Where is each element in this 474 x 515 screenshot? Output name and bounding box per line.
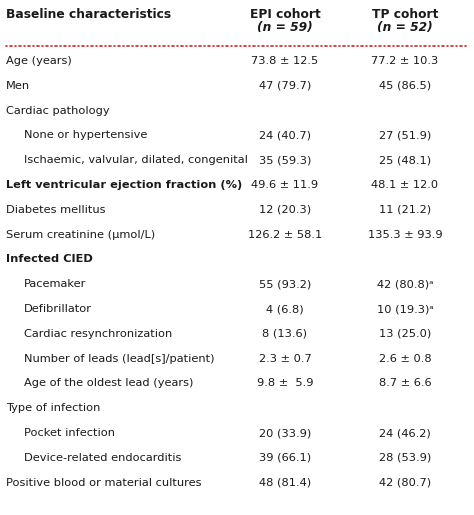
Text: Positive blood or material cultures: Positive blood or material cultures bbox=[6, 477, 201, 488]
Text: TP cohort: TP cohort bbox=[372, 8, 438, 21]
Text: Baseline characteristics: Baseline characteristics bbox=[6, 8, 171, 21]
Text: Left ventricular ejection fraction (%): Left ventricular ejection fraction (%) bbox=[6, 180, 242, 190]
Text: Pocket infection: Pocket infection bbox=[24, 428, 115, 438]
Text: 2.3 ± 0.7: 2.3 ± 0.7 bbox=[259, 354, 311, 364]
Text: 39 (66.1): 39 (66.1) bbox=[259, 453, 311, 463]
Text: Defibrillator: Defibrillator bbox=[24, 304, 92, 314]
Text: 13 (25.0): 13 (25.0) bbox=[379, 329, 431, 339]
Text: Number of leads (lead[s]/patient): Number of leads (lead[s]/patient) bbox=[24, 354, 215, 364]
Text: 12 (20.3): 12 (20.3) bbox=[259, 205, 311, 215]
Text: (n = 52): (n = 52) bbox=[377, 21, 433, 34]
Text: 135.3 ± 93.9: 135.3 ± 93.9 bbox=[368, 230, 442, 239]
Text: 10 (19.3)ᵃ: 10 (19.3)ᵃ bbox=[377, 304, 433, 314]
Text: 24 (46.2): 24 (46.2) bbox=[379, 428, 431, 438]
Text: 73.8 ± 12.5: 73.8 ± 12.5 bbox=[251, 56, 319, 66]
Text: Diabetes mellitus: Diabetes mellitus bbox=[6, 205, 106, 215]
Text: Infected CIED: Infected CIED bbox=[6, 254, 93, 264]
Text: Type of infection: Type of infection bbox=[6, 403, 100, 413]
Text: 9.8 ±  5.9: 9.8 ± 5.9 bbox=[257, 379, 313, 388]
Text: 24 (40.7): 24 (40.7) bbox=[259, 130, 311, 141]
Text: Cardiac pathology: Cardiac pathology bbox=[6, 106, 109, 115]
Text: 55 (93.2): 55 (93.2) bbox=[259, 279, 311, 289]
Text: 77.2 ± 10.3: 77.2 ± 10.3 bbox=[371, 56, 438, 66]
Text: (n = 59): (n = 59) bbox=[257, 21, 313, 34]
Text: 11 (21.2): 11 (21.2) bbox=[379, 205, 431, 215]
Text: 126.2 ± 58.1: 126.2 ± 58.1 bbox=[248, 230, 322, 239]
Text: 4 (6.8): 4 (6.8) bbox=[266, 304, 304, 314]
Text: 48.1 ± 12.0: 48.1 ± 12.0 bbox=[372, 180, 438, 190]
Text: 48 (81.4): 48 (81.4) bbox=[259, 477, 311, 488]
Text: Men: Men bbox=[6, 81, 30, 91]
Text: 20 (33.9): 20 (33.9) bbox=[259, 428, 311, 438]
Text: 42 (80.7): 42 (80.7) bbox=[379, 477, 431, 488]
Text: Device-related endocarditis: Device-related endocarditis bbox=[24, 453, 182, 463]
Text: 25 (48.1): 25 (48.1) bbox=[379, 155, 431, 165]
Text: 8.7 ± 6.6: 8.7 ± 6.6 bbox=[379, 379, 431, 388]
Text: 8 (13.6): 8 (13.6) bbox=[263, 329, 308, 339]
Text: 27 (51.9): 27 (51.9) bbox=[379, 130, 431, 141]
Text: Serum creatinine (μmol/L): Serum creatinine (μmol/L) bbox=[6, 230, 155, 239]
Text: 2.6 ± 0.8: 2.6 ± 0.8 bbox=[379, 354, 431, 364]
Text: Cardiac resynchronization: Cardiac resynchronization bbox=[24, 329, 172, 339]
Text: 42 (80.8)ᵃ: 42 (80.8)ᵃ bbox=[377, 279, 433, 289]
Text: EPI cohort: EPI cohort bbox=[250, 8, 320, 21]
Text: None or hypertensive: None or hypertensive bbox=[24, 130, 147, 141]
Text: 49.6 ± 11.9: 49.6 ± 11.9 bbox=[251, 180, 319, 190]
Text: Ischaemic, valvular, dilated, congenital: Ischaemic, valvular, dilated, congenital bbox=[24, 155, 248, 165]
Text: Pacemaker: Pacemaker bbox=[24, 279, 86, 289]
Text: 28 (53.9): 28 (53.9) bbox=[379, 453, 431, 463]
Text: 47 (79.7): 47 (79.7) bbox=[259, 81, 311, 91]
Text: 35 (59.3): 35 (59.3) bbox=[259, 155, 311, 165]
Text: Age of the oldest lead (years): Age of the oldest lead (years) bbox=[24, 379, 193, 388]
Text: Age (years): Age (years) bbox=[6, 56, 72, 66]
Text: 45 (86.5): 45 (86.5) bbox=[379, 81, 431, 91]
